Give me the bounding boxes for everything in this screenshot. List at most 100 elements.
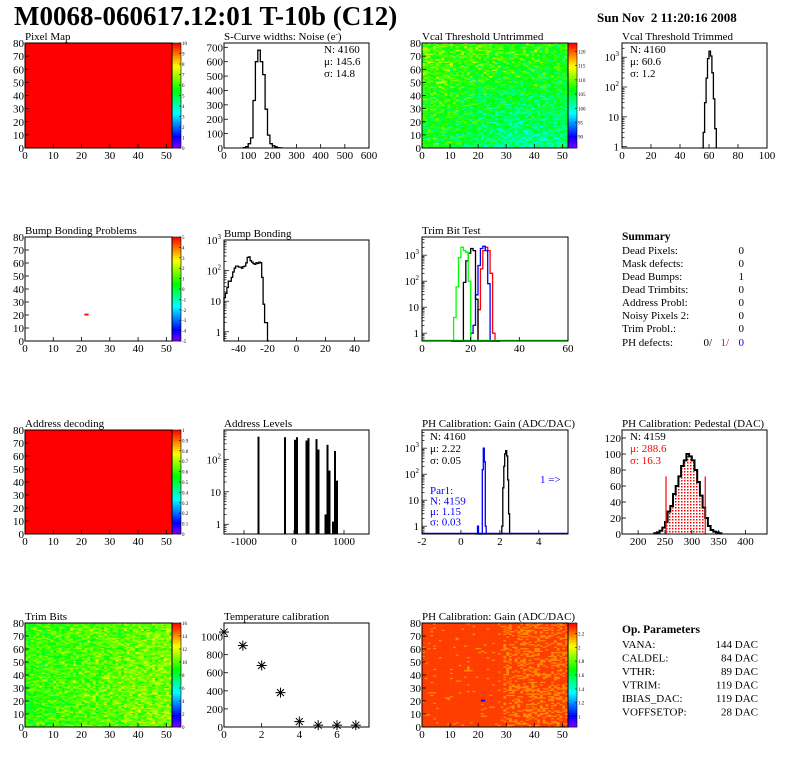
heatmap-cell	[525, 112, 529, 115]
heatmap-cell	[452, 78, 456, 81]
heatmap-cell	[500, 91, 504, 94]
heatmap-cell	[483, 111, 487, 113]
address-level-peak	[294, 439, 296, 534]
heatmap-cell	[422, 64, 426, 66]
heatmap-cell	[447, 104, 451, 107]
heatmap-cell	[509, 79, 513, 82]
heatmap-cell	[511, 123, 515, 125]
heatmap-cell	[492, 61, 496, 63]
y-tick-label: 1	[414, 521, 420, 533]
heatmap-cell	[489, 123, 493, 125]
heatmap-cell	[469, 78, 473, 81]
y-tick-label: 20	[13, 503, 25, 515]
heatmap-cell	[450, 48, 454, 50]
heatmap-cell	[475, 96, 479, 99]
heatmap-cell	[458, 136, 462, 138]
heatmap-cell	[461, 115, 465, 117]
heatmap-cell	[422, 140, 426, 142]
heatmap-cell	[520, 54, 524, 57]
heatmap-cell	[427, 117, 431, 120]
heatmap-cell	[450, 127, 454, 129]
heatmap-cell	[447, 53, 451, 56]
heatmap-cell	[458, 71, 462, 74]
heatmap-cell	[472, 146, 476, 149]
heatmap-cell	[424, 73, 428, 75]
summary-value: 0	[739, 310, 745, 322]
y-tick-label: 10	[13, 516, 25, 528]
heatmap-cell	[438, 128, 442, 130]
heatmap-cell	[438, 136, 442, 138]
heatmap-cell	[517, 87, 521, 90]
heatmap-cell	[444, 74, 448, 77]
heatmap-cell	[517, 98, 521, 100]
heatmap-cell	[497, 49, 501, 52]
heatmap-cell	[486, 108, 490, 111]
heatmap-cell	[478, 67, 482, 70]
heatmap-cell	[464, 86, 468, 88]
heatmap-cell	[464, 78, 468, 81]
heatmap-cell	[461, 81, 465, 83]
heatmap-cell	[514, 95, 518, 98]
heatmap-cell	[495, 117, 499, 120]
heatmap-cell	[475, 52, 479, 54]
heatmap-cell	[436, 96, 440, 99]
heatmap-cell	[492, 120, 496, 123]
heatmap-cell	[517, 129, 521, 132]
heatmap-cell	[455, 70, 459, 73]
heatmap-cell	[464, 132, 468, 134]
heatmap-cell	[469, 92, 473, 95]
heatmap-cell	[458, 129, 462, 132]
heatmap-cell	[433, 134, 437, 137]
heatmap-cell	[436, 91, 440, 94]
heatmap-cell	[483, 94, 487, 96]
heatmap-cell	[464, 142, 468, 145]
heatmap-cell	[436, 121, 440, 124]
heatmap-cell	[447, 136, 451, 138]
heatmap-cell	[469, 145, 473, 147]
heatmap-cell	[430, 117, 434, 120]
heatmap-cell	[495, 86, 499, 88]
heatmap-cell	[500, 132, 504, 134]
heatmap-cell	[492, 103, 496, 105]
heatmap-cell	[509, 78, 513, 81]
heatmap-cell	[438, 48, 442, 50]
heatmap-cell	[495, 78, 499, 81]
heatmap-cell	[489, 129, 493, 132]
heatmap-cell	[433, 111, 437, 113]
op-param-value: 89 DAC	[721, 666, 758, 678]
heatmap-cell	[509, 81, 513, 83]
heatmap-cell	[514, 123, 518, 125]
heatmap-cell	[430, 74, 434, 77]
heatmap-cell	[444, 136, 448, 138]
heatmap-cell	[447, 90, 451, 92]
heatmap-cell	[495, 88, 499, 91]
heatmap-cell	[503, 46, 507, 49]
heatmap-cell	[528, 130, 532, 133]
heatmap-cell	[433, 74, 437, 77]
heatmap-cell	[525, 48, 529, 50]
palette-swatch	[172, 68, 181, 71]
heatmap-cell	[427, 88, 431, 91]
heatmap-cell	[528, 107, 532, 109]
heatmap-cell	[497, 111, 501, 113]
heatmap-cell	[497, 117, 501, 120]
heatmap-cell	[528, 119, 532, 121]
heatmap-cell	[514, 81, 518, 83]
heatmap-cell	[466, 83, 471, 86]
heatmap-cell	[517, 88, 521, 91]
heatmap-cell	[495, 120, 499, 123]
heatmap-cell	[523, 53, 527, 56]
heatmap-cell	[503, 49, 507, 52]
heatmap-cell	[441, 130, 445, 133]
heatmap-cell	[475, 112, 479, 115]
heatmap-cell	[464, 90, 468, 92]
heatmap-cell	[480, 54, 485, 57]
heatmap-cell	[447, 130, 451, 133]
summary-label: Noisy Pixels 2:	[622, 310, 689, 322]
heatmap-cell	[525, 132, 529, 134]
heatmap-cell	[458, 92, 462, 95]
heatmap-cell	[424, 127, 428, 129]
heatmap-cell	[480, 112, 485, 115]
heatmap-cell	[480, 43, 485, 45]
palette-swatch	[172, 66, 181, 69]
